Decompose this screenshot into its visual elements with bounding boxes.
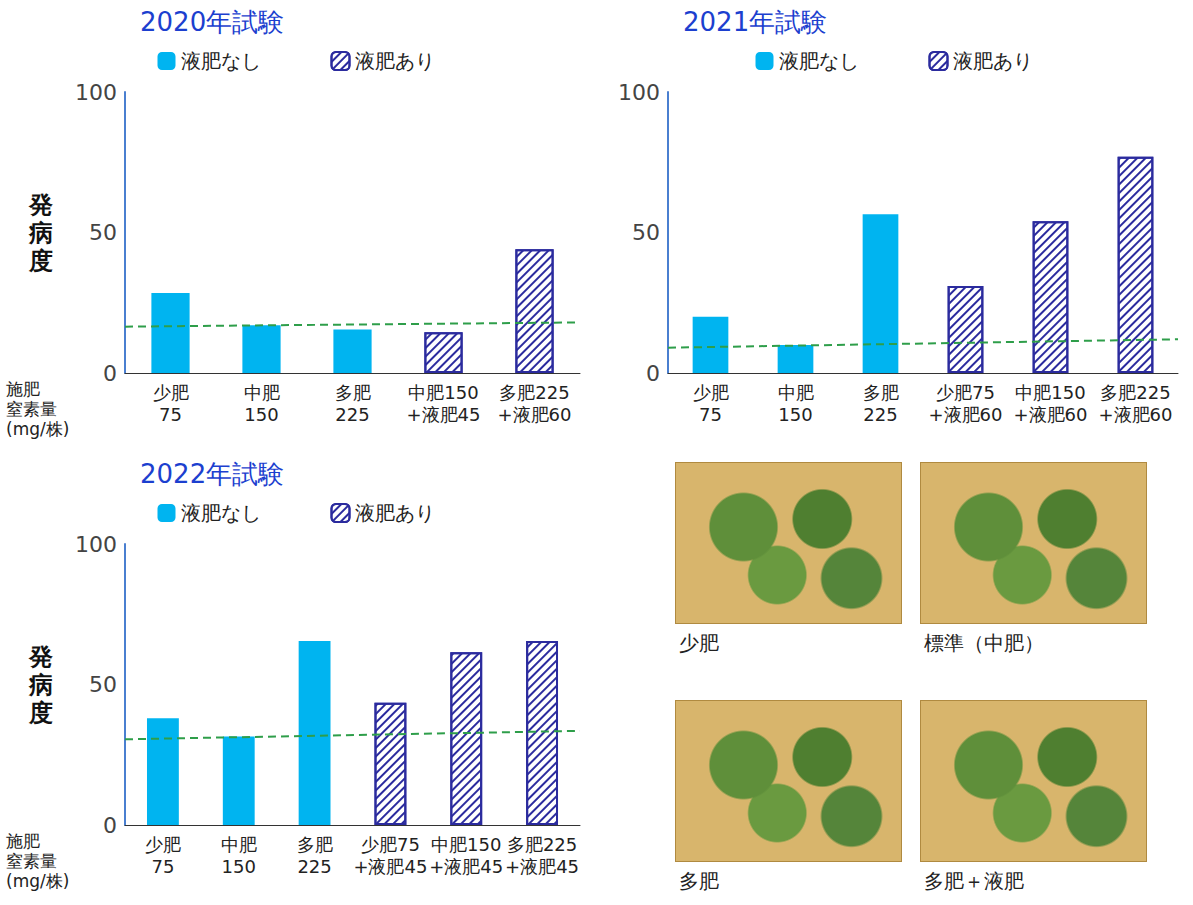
svg-text:多肥225: 多肥225 (1100, 382, 1170, 403)
svg-text:75: 75 (159, 404, 182, 425)
svg-text:液肥あり: 液肥あり (355, 501, 435, 525)
svg-text:100: 100 (75, 532, 117, 557)
svg-text:100: 100 (75, 80, 117, 105)
svg-text:+液肥60: +液肥60 (1099, 404, 1173, 425)
html-text:多肥: 多肥 (679, 869, 719, 893)
svg-text:少肥: 少肥 (145, 834, 181, 855)
svg-text:225: 225 (297, 856, 331, 877)
svg-text:中肥150: 中肥150 (431, 834, 501, 855)
svg-text:中肥150: 中肥150 (408, 382, 478, 403)
svg-text:病: 病 (28, 219, 53, 247)
svg-text:液肥なし: 液肥なし (779, 49, 859, 73)
svg-text:+液肥60: +液肥60 (1014, 404, 1088, 425)
svg-text:多肥: 多肥 (335, 382, 371, 403)
svg-text:100: 100 (618, 80, 660, 105)
svg-text:(mg/株): (mg/株) (6, 419, 69, 439)
svg-text:+液肥45: +液肥45 (429, 856, 503, 877)
svg-text:0: 0 (103, 361, 117, 386)
svg-text:中肥: 中肥 (221, 834, 257, 855)
svg-text:150: 150 (244, 404, 278, 425)
svg-text:150: 150 (778, 404, 812, 425)
svg-text:+液肥45: +液肥45 (505, 856, 579, 877)
svg-text:50: 50 (89, 220, 117, 245)
svg-text:少肥75: 少肥75 (936, 382, 995, 403)
svg-text:+液肥60: +液肥60 (929, 404, 1003, 425)
svg-text:液肥なし: 液肥なし (181, 501, 261, 525)
svg-text:中肥: 中肥 (778, 382, 814, 403)
svg-text:50: 50 (89, 672, 117, 697)
html-text:少肥: 少肥 (679, 631, 719, 655)
svg-text:中肥: 中肥 (244, 382, 280, 403)
svg-text:(mg/株): (mg/株) (6, 871, 69, 891)
svg-text:225: 225 (335, 404, 369, 425)
svg-text:施肥: 施肥 (6, 831, 40, 851)
html-text:標準（中肥）: 標準（中肥） (924, 631, 1044, 655)
svg-text:+液肥45: +液肥45 (407, 404, 481, 425)
svg-text:度: 度 (28, 247, 53, 275)
svg-text:液肥なし: 液肥なし (181, 49, 261, 73)
svg-text:0: 0 (103, 813, 117, 838)
svg-text:2020年試験: 2020年試験 (140, 7, 284, 37)
svg-text:2022年試験: 2022年試験 (140, 459, 284, 489)
svg-text:少肥75: 少肥75 (361, 834, 420, 855)
svg-text:度: 度 (28, 699, 53, 727)
svg-text:施肥: 施肥 (6, 379, 40, 399)
svg-text:液肥あり: 液肥あり (953, 49, 1033, 73)
svg-text:病: 病 (28, 671, 53, 699)
svg-text:少肥: 少肥 (693, 382, 729, 403)
svg-text:多肥: 多肥 (863, 382, 899, 403)
svg-text:多肥: 多肥 (297, 834, 333, 855)
svg-text:+液肥60: +液肥60 (498, 404, 572, 425)
svg-text:多肥225: 多肥225 (499, 382, 569, 403)
svg-text:225: 225 (863, 404, 897, 425)
svg-text:多肥225: 多肥225 (507, 834, 577, 855)
svg-text:発: 発 (28, 643, 53, 671)
svg-text:液肥あり: 液肥あり (355, 49, 435, 73)
svg-text:150: 150 (222, 856, 256, 877)
svg-text:+液肥45: +液肥45 (353, 856, 427, 877)
svg-text:75: 75 (699, 404, 722, 425)
svg-text:0: 0 (646, 361, 660, 386)
svg-text:中肥150: 中肥150 (1015, 382, 1085, 403)
svg-text:発: 発 (28, 191, 53, 219)
svg-text:少肥: 少肥 (153, 382, 189, 403)
svg-text:2021年試験: 2021年試験 (683, 7, 827, 37)
html-text:多肥＋液肥: 多肥＋液肥 (924, 869, 1024, 893)
svg-text:窒素量: 窒素量 (6, 399, 57, 419)
svg-text:50: 50 (632, 220, 660, 245)
svg-text:窒素量: 窒素量 (6, 851, 57, 871)
svg-text:75: 75 (151, 856, 174, 877)
